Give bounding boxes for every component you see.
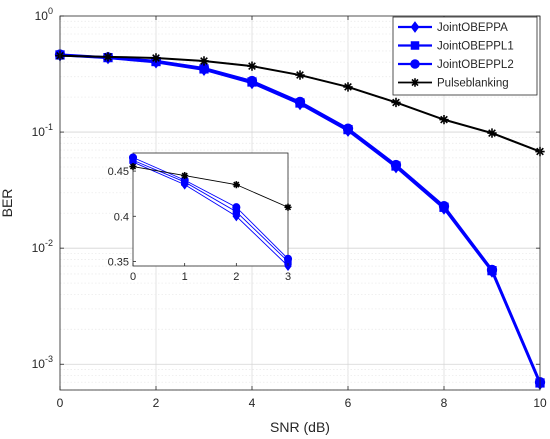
inset-y-tick-label: 0.4 (114, 211, 129, 223)
data-point (246, 75, 258, 87)
legend-label: JointOBEPPL1 (437, 41, 514, 53)
main-series (54, 48, 546, 391)
inset-ticks: 0 1 2 3 0.45 0.4 0.35 (108, 166, 291, 283)
inset-data-point (284, 203, 292, 211)
inset-series-line (132, 161, 289, 267)
main-plot-frame (59, 15, 541, 391)
legend-item-jointobeppl1: JointOBEPPL1 (398, 41, 514, 53)
legend: JointOBEPPA JointOBEPPL1 JointOBEPPL2 Pulse… (392, 16, 538, 96)
y-tick-label: 10-2 (32, 238, 53, 255)
legend-marker (410, 78, 420, 87)
inset-data-point (181, 172, 189, 180)
x-tick-label: 10 (533, 396, 547, 410)
inset-data-point (283, 254, 293, 263)
inset-series-line (132, 157, 289, 260)
legend-item-jointobeppl2: JointOBEPPL2 (398, 59, 514, 71)
data-point (342, 123, 354, 134)
inset-x-tick-label: 0 (130, 271, 136, 283)
y-tick-label: 100 (35, 6, 53, 23)
data-point (247, 61, 257, 71)
data-point (486, 264, 498, 276)
data-point (103, 52, 113, 62)
x-tick-label: 2 (153, 396, 160, 410)
y-tick-label: 10-3 (32, 354, 53, 371)
x-tick-label: 8 (441, 396, 448, 410)
data-point (343, 82, 353, 92)
inset-y-tick-label: 0.35 (108, 256, 129, 268)
inset-plot-frame (132, 152, 289, 267)
inset-x-tick-label: 3 (285, 271, 291, 283)
data-point (439, 114, 449, 125)
x-tick-label: 0 (57, 396, 64, 410)
data-point (487, 128, 497, 138)
inset-series-line (132, 166, 289, 208)
legend-item-pulseblanking: Pulseblanking (398, 78, 509, 90)
legend-marker (410, 59, 420, 69)
inset-series-pulseblanking (129, 162, 292, 211)
legend-label: JointOBEPPL2 (437, 59, 514, 71)
data-point (438, 200, 450, 212)
data-point (295, 70, 305, 80)
inset-data-point (232, 203, 241, 212)
inset-series (128, 153, 293, 272)
inset-data-point (129, 162, 137, 171)
x-axis-label: SNR (dB) (270, 419, 330, 435)
data-point (294, 96, 306, 108)
data-point (390, 159, 402, 171)
legend-marker (410, 41, 420, 50)
legend-marker (410, 21, 420, 33)
inset-data-point (128, 153, 138, 162)
y-axis-label: BER (0, 189, 15, 218)
legend-label: JointOBEPPA (437, 22, 508, 34)
inset-chart: 0 1 2 3 0.45 0.4 0.35 (108, 152, 293, 283)
legend-label: Pulseblanking (437, 78, 509, 90)
data-point (391, 97, 401, 108)
x-tick-label: 4 (249, 396, 256, 410)
data-point (199, 56, 209, 66)
legend-item-jointobeppa: JointOBEPPA (398, 21, 508, 34)
legend-items: JointOBEPPA JointOBEPPL1 JointOBEPPL2 Pulse… (398, 21, 514, 90)
inset-y-tick-label: 0.45 (108, 166, 129, 178)
x-tick-label: 6 (345, 396, 352, 410)
data-point (151, 53, 161, 63)
inset-x-tick-label: 2 (233, 271, 239, 283)
inset-data-point (232, 181, 240, 189)
inset-x-tick-label: 1 (182, 271, 188, 283)
y-tick-label: 10-1 (32, 122, 53, 139)
